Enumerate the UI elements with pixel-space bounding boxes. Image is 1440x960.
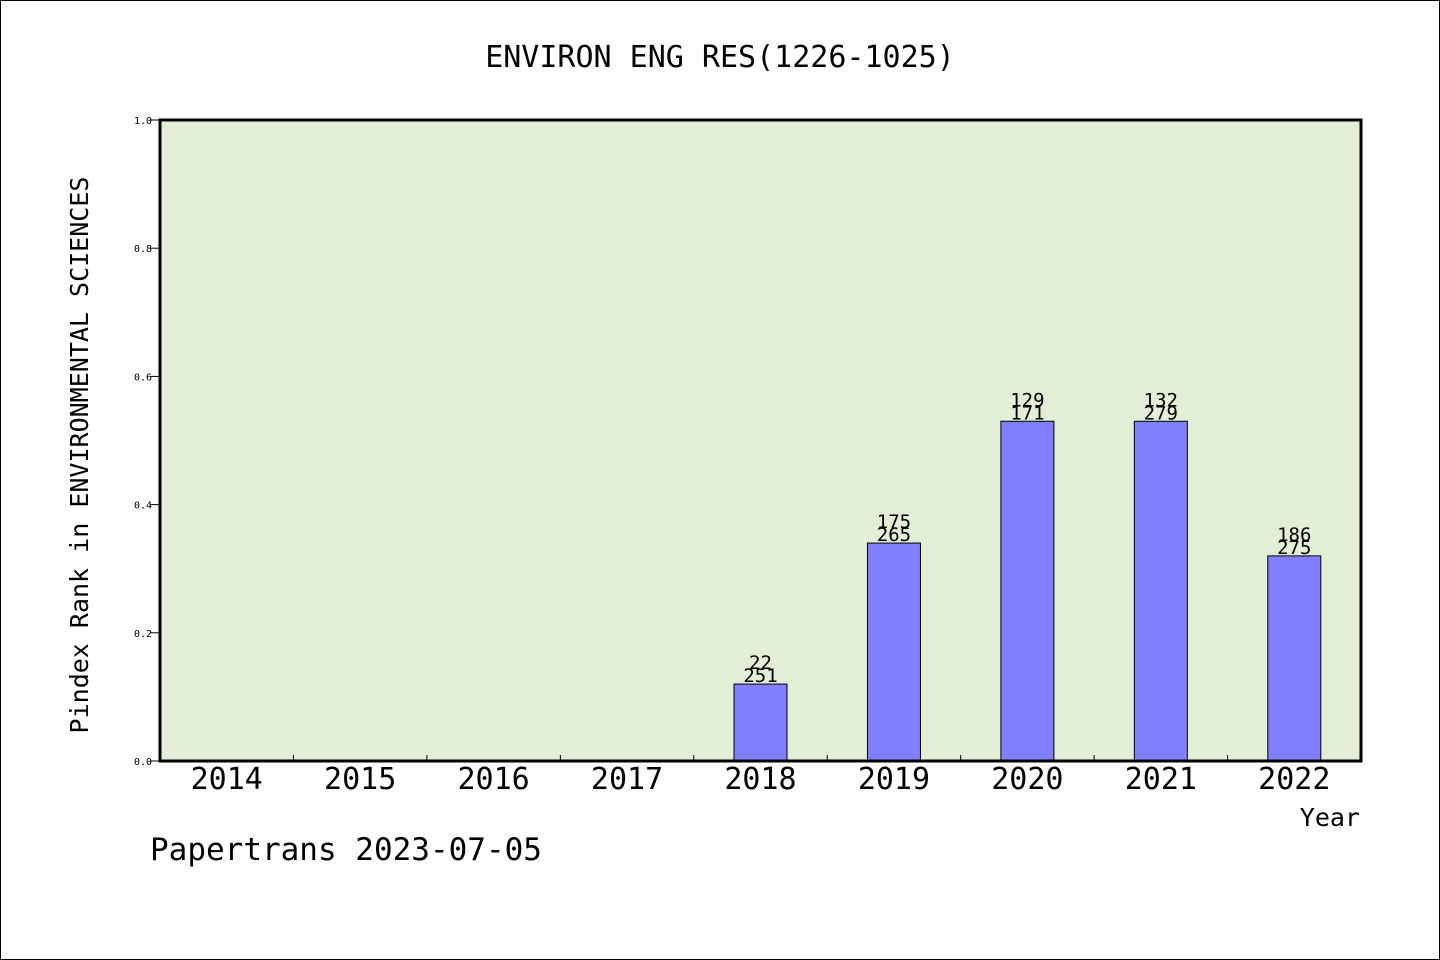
bar-2021 <box>1133 420 1188 762</box>
y-tick-label: 0.6 <box>134 372 152 383</box>
bar-label-top: 129 <box>1010 389 1044 411</box>
bar-2019 <box>866 542 921 762</box>
bar-label-bottom: 171 <box>1010 402 1044 424</box>
y-tick-label: 0.0 <box>134 757 152 768</box>
bar-label-bottom: 279 <box>1144 402 1178 424</box>
x-tick-label: 2020 <box>991 762 1063 797</box>
plot-border <box>158 118 1363 763</box>
footer-credit: Papertrans 2023-07-05 <box>150 832 542 868</box>
bar-label-top: 132 <box>1144 389 1178 411</box>
bar-label-bottom: 251 <box>743 665 777 687</box>
bar-2018 <box>733 683 788 762</box>
x-tick-label: 2022 <box>1258 762 1330 797</box>
x-axis-label: Year <box>1300 803 1360 832</box>
x-tick-label: 2014 <box>191 762 263 797</box>
x-tick-label: 2018 <box>724 762 796 797</box>
bar-label-bottom: 265 <box>877 524 911 546</box>
bar-2022 <box>1267 555 1322 762</box>
bar-label-top: 175 <box>877 511 911 533</box>
y-tick-label: 0.4 <box>134 501 152 512</box>
x-tick-label: 2017 <box>591 762 663 797</box>
x-tick-label: 2016 <box>457 762 529 797</box>
y-axis-label: Pindex Rank in ENVIRONMENTAL SCIENCES <box>65 177 94 734</box>
bars <box>733 420 1322 762</box>
bar-2020 <box>1000 420 1055 762</box>
x-tick-label: 2019 <box>858 762 930 797</box>
bar-label-top: 186 <box>1277 524 1311 546</box>
y-tick-label: 0.2 <box>134 629 152 640</box>
x-tick-label: 2021 <box>1125 762 1197 797</box>
y-axis: 0.0 0.2 0.4 0.6 0.8 1.0 <box>134 116 160 768</box>
bar-label-top: 22 <box>749 652 772 674</box>
y-tick-label: 1.0 <box>134 116 152 127</box>
x-axis: 2014 2015 2016 2017 2018 2019 2020 2021 2022 <box>191 755 1330 797</box>
chart-title: ENVIRON ENG RES(1226-1025) <box>485 40 955 75</box>
bar-label-bottom: 275 <box>1277 537 1311 559</box>
x-tick-label: 2015 <box>324 762 396 797</box>
y-tick-label: 0.8 <box>134 244 152 255</box>
